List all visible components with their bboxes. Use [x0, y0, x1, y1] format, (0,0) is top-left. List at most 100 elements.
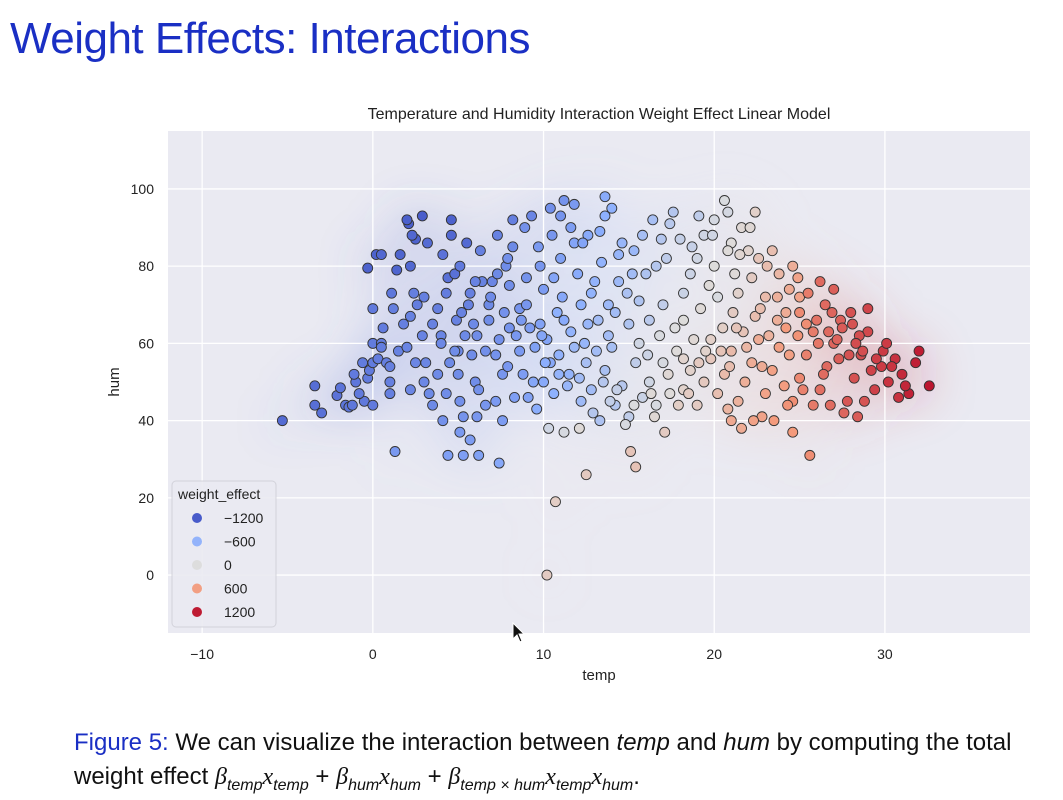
- data-point: [783, 349, 795, 361]
- data-point: [521, 272, 532, 284]
- data-point: [589, 276, 601, 288]
- data-point: [357, 357, 369, 369]
- data-point: [693, 210, 705, 222]
- data-point: [768, 415, 780, 427]
- data-point: [778, 380, 790, 392]
- data-point: [401, 214, 413, 226]
- data-point: [841, 395, 853, 407]
- data-point: [548, 388, 560, 400]
- y-tick-label: 100: [131, 181, 155, 197]
- data-point: [432, 368, 444, 380]
- data-point: [454, 260, 466, 272]
- data-point: [792, 330, 804, 342]
- data-point: [384, 376, 396, 388]
- data-point: [599, 364, 611, 376]
- data-point: [734, 249, 746, 261]
- data-point: [870, 353, 882, 365]
- data-point: [787, 260, 799, 272]
- data-point: [582, 229, 594, 241]
- data-point: [543, 422, 555, 434]
- data-point: [367, 399, 379, 411]
- y-tick-label: 40: [138, 413, 154, 429]
- data-point: [722, 245, 734, 257]
- x-tick-labels: −10 0 10 20 30: [190, 646, 893, 662]
- data-point: [604, 395, 616, 407]
- data-point: [449, 345, 461, 357]
- data-point: [828, 283, 840, 295]
- data-point: [538, 376, 549, 388]
- data-point: [502, 252, 514, 264]
- data-point: [596, 256, 608, 268]
- data-point: [748, 415, 759, 427]
- data-point: [686, 241, 698, 253]
- data-point: [657, 357, 669, 369]
- data-point: [491, 268, 503, 280]
- x-axis-label: temp: [582, 667, 615, 684]
- data-point: [473, 449, 485, 461]
- data-point: [727, 307, 739, 318]
- data-point: [693, 357, 705, 369]
- data-point: [449, 268, 461, 280]
- data-point: [521, 299, 532, 311]
- data-point: [526, 210, 538, 222]
- data-point: [616, 237, 628, 249]
- data-point: [771, 291, 783, 303]
- data-point: [838, 407, 850, 419]
- y-axis-label: hum: [106, 367, 123, 396]
- data-point: [787, 426, 799, 438]
- data-point: [628, 245, 640, 257]
- data-point: [493, 334, 505, 345]
- data-point: [719, 368, 730, 380]
- data-point: [565, 326, 577, 338]
- data-point: [620, 419, 631, 430]
- data-point: [664, 388, 676, 400]
- data-point: [729, 268, 741, 280]
- data-point: [763, 330, 775, 342]
- data-point: [749, 206, 761, 218]
- data-point: [483, 314, 495, 326]
- data-point: [491, 229, 503, 241]
- data-point: [649, 411, 660, 423]
- data-point: [804, 449, 816, 461]
- data-point: [700, 345, 712, 357]
- data-point: [435, 337, 447, 349]
- data-point: [759, 291, 771, 303]
- data-point: [590, 345, 602, 357]
- data-point: [613, 249, 625, 261]
- data-point: [507, 241, 519, 253]
- data-point: [575, 395, 587, 407]
- data-point: [814, 276, 826, 288]
- data-point: [913, 345, 925, 357]
- data-point: [643, 376, 655, 388]
- data-point: [800, 318, 812, 330]
- data-point: [659, 426, 671, 438]
- data-point: [480, 345, 491, 357]
- caption-var-temp: temp: [616, 729, 670, 756]
- data-point: [722, 206, 734, 218]
- data-point: [423, 388, 435, 400]
- data-point: [422, 237, 433, 249]
- data-point: [802, 287, 814, 299]
- data-point: [592, 314, 604, 326]
- data-point: [276, 415, 288, 427]
- data-point: [410, 357, 421, 369]
- x-tick-label: 0: [369, 646, 377, 662]
- legend-swatch: [192, 583, 202, 594]
- data-point: [404, 384, 416, 396]
- data-point: [445, 214, 457, 226]
- data-point: [910, 357, 922, 369]
- data-point: [536, 330, 548, 342]
- data-point: [708, 260, 720, 272]
- caption-text-3: by computing the total weight effect: [74, 729, 1012, 790]
- data-point: [473, 384, 485, 396]
- data-point: [623, 318, 635, 330]
- legend-swatch: [192, 560, 202, 570]
- data-point: [386, 287, 398, 299]
- caption-var-hum: hum: [723, 729, 770, 756]
- data-point: [580, 357, 592, 369]
- data-point: [498, 307, 510, 318]
- data-point: [561, 380, 573, 392]
- scatter-chart: Temperature and Humidity Interaction Wei…: [106, 106, 1030, 684]
- data-point: [534, 260, 546, 272]
- data-point: [642, 349, 654, 361]
